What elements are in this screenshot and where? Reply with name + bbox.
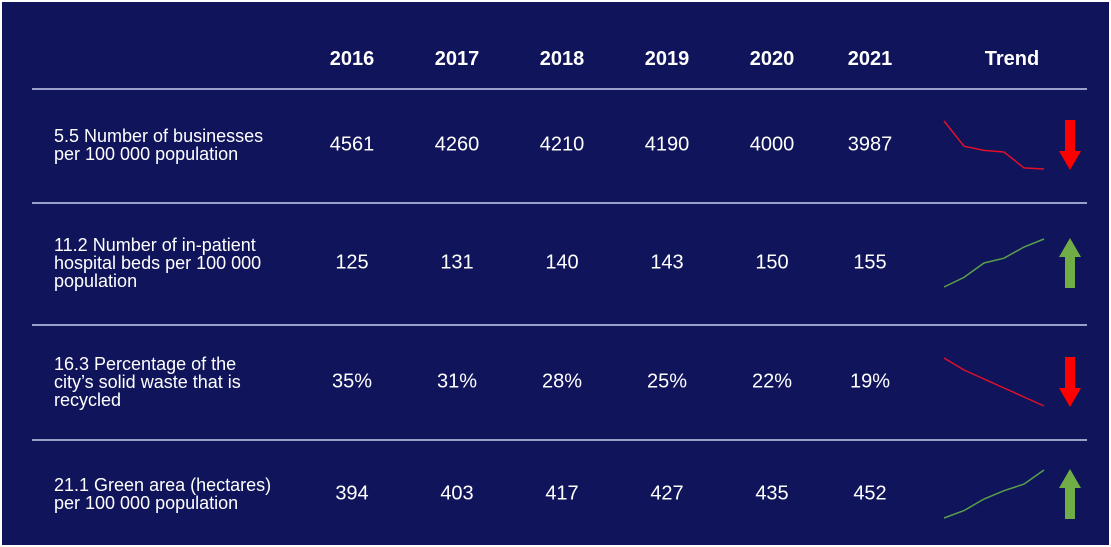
sparkline	[943, 469, 1045, 519]
value-cell: 4561	[329, 133, 375, 156]
row-rule	[32, 324, 1087, 326]
column-header: 2016	[329, 48, 375, 70]
value-cell: 150	[755, 251, 789, 274]
value-cell: 19%	[849, 370, 891, 393]
row-rule	[32, 202, 1087, 204]
value-cell: 35%	[331, 370, 373, 393]
value-cell: 22%	[751, 370, 793, 393]
value-cell: 31%	[436, 370, 478, 393]
header-rule	[32, 88, 1087, 90]
column-header: 2018	[539, 48, 585, 70]
sparkline	[943, 357, 1045, 407]
sparkline	[943, 238, 1045, 288]
value-cell: 28%	[541, 370, 583, 393]
value-cell: 435	[755, 482, 789, 505]
value-cell: 4000	[749, 133, 795, 156]
value-cell: 131	[440, 251, 474, 274]
value-cell: 4210	[539, 133, 585, 156]
value-cell: 4190	[644, 133, 690, 156]
trend-arrow	[1059, 238, 1081, 288]
row-label: 11.2 Number of in-patient hospital beds …	[54, 235, 262, 291]
row-label: 21.1 Green area (hectares) per 100 000 p…	[54, 475, 272, 513]
column-header: 2021	[847, 48, 893, 70]
value-cell: 143	[650, 251, 684, 274]
column-header: 2019	[644, 48, 690, 70]
value-cell: 140	[545, 251, 579, 274]
value-cell: 155	[853, 251, 887, 274]
value-cell: 125	[335, 251, 369, 274]
row-label: 16.3 Percentage of the city’s solid wast…	[54, 354, 241, 410]
value-cell: 4260	[434, 133, 480, 156]
sparkline	[943, 120, 1045, 170]
value-cell: 394	[335, 482, 369, 505]
value-cell: 3987	[847, 133, 893, 156]
value-cell: 427	[650, 482, 684, 505]
column-header: Trend	[984, 48, 1040, 70]
trend-arrow	[1059, 469, 1081, 519]
column-header: 2020	[749, 48, 795, 70]
value-cell: 25%	[646, 370, 688, 393]
column-header: 2017	[434, 48, 480, 70]
row-rule	[32, 439, 1087, 441]
value-cell: 452	[853, 482, 887, 505]
trend-arrow	[1059, 120, 1081, 170]
row-label: 5.5 Number of businesses per 100 000 pop…	[54, 126, 264, 164]
trend-arrow	[1059, 357, 1081, 407]
value-cell: 417	[545, 482, 579, 505]
value-cell: 403	[440, 482, 474, 505]
